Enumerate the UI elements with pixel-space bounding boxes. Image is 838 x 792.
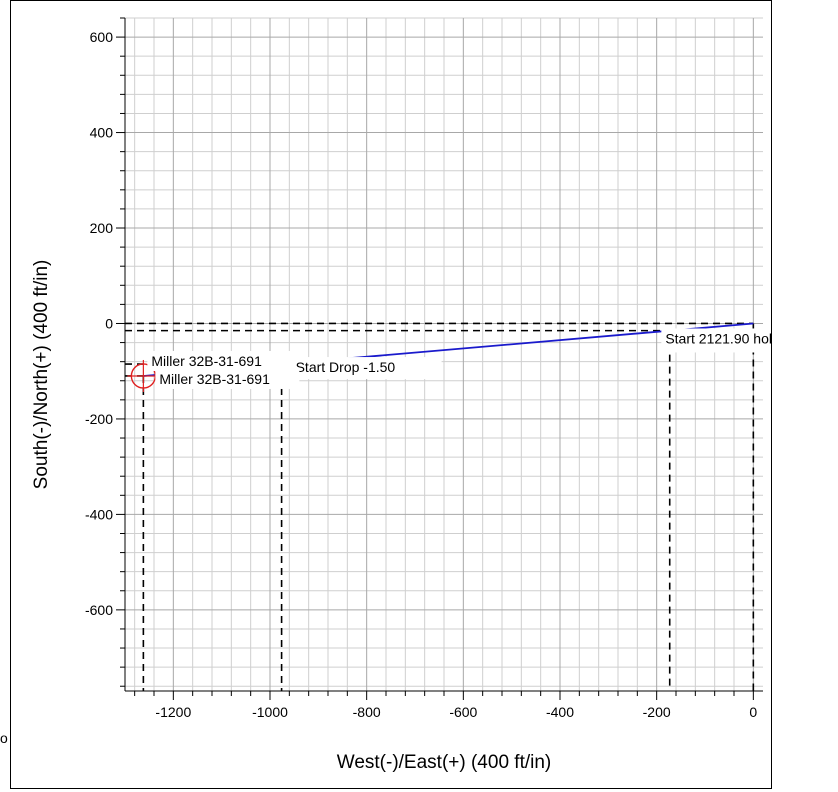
cutoff-glyph: o bbox=[0, 730, 8, 746]
y-tick-label: -600 bbox=[85, 602, 113, 618]
annotations: Start 2121.90 hold Start Drop -1.50 Miller… bbox=[147, 328, 771, 389]
x-tick-label: -1200 bbox=[155, 704, 191, 720]
plan-view-chart: Start 2121.90 hold Start Drop -1.50 Miller… bbox=[11, 1, 771, 788]
x-tick-label: -200 bbox=[643, 704, 671, 720]
y-tick-label: 200 bbox=[90, 220, 114, 236]
y-axis-title: South(-)/North(+) (400 ft/in) bbox=[31, 260, 52, 490]
x-tick-label: -600 bbox=[449, 704, 477, 720]
annotation-label: Miller 32B-31-691 bbox=[151, 353, 262, 369]
y-tick-label: 600 bbox=[90, 29, 114, 45]
x-axis-title: West(-)/East(+) (400 ft/in) bbox=[337, 752, 552, 773]
y-tick-label: 400 bbox=[90, 125, 114, 141]
annotation-label: Start 2121.90 hold bbox=[665, 330, 771, 346]
x-tick-label: -1000 bbox=[252, 704, 288, 720]
x-tick-label: 0 bbox=[749, 704, 757, 720]
y-tick-label: 0 bbox=[105, 315, 113, 331]
annotation-label: Start Drop -1.50 bbox=[296, 359, 396, 375]
x-tick-label: -800 bbox=[353, 704, 381, 720]
x-tick-label: -400 bbox=[546, 704, 574, 720]
y-tick-label: -400 bbox=[85, 506, 113, 522]
y-tick-label: -200 bbox=[85, 411, 113, 427]
chart-frame: Start 2121.90 hold Start Drop -1.50 Miller… bbox=[10, 0, 772, 789]
annotation-label: Miller 32B-31-691 bbox=[159, 371, 270, 387]
